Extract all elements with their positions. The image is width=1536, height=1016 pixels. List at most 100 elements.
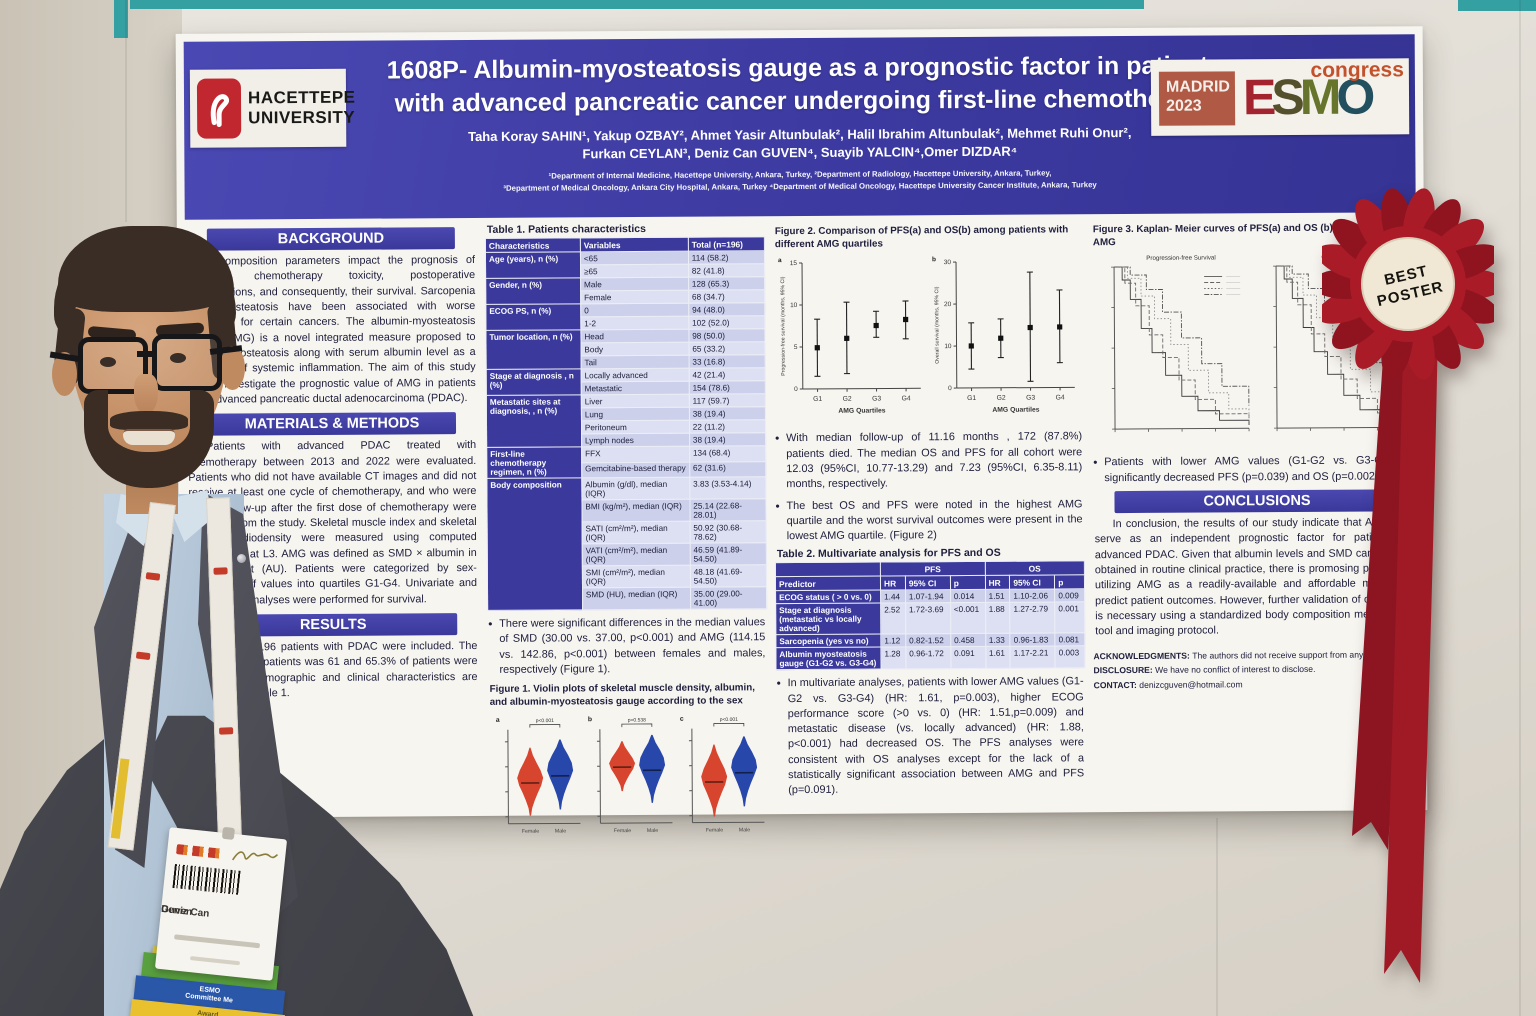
hacettepe-line2: UNIVERSITY	[248, 107, 356, 128]
table1-cell: Gemcitabine-based therapy	[581, 461, 690, 478]
table2-predictor: Sarcopenia (yes vs no)	[775, 634, 881, 648]
table2-predictor: Stage at diagnosis (metastatic vs locall…	[775, 603, 881, 635]
svg-text:b: b	[588, 716, 592, 723]
table1-header: Variables	[580, 237, 689, 252]
table2-subheader: HR	[985, 575, 1010, 590]
glasses-bridge	[137, 351, 157, 357]
table1-cell: SMD (HU), median (IQR)	[582, 587, 691, 610]
svg-text:10: 10	[790, 302, 798, 309]
hacettepe-logo: HACETTEPE UNIVERSITY	[189, 68, 356, 148]
table1-cell: SMI (cm²/m²), median (IQR)	[582, 565, 691, 588]
table1-cell: 65 (33.2)	[688, 341, 766, 356]
table2-predictor: Albumin myosteatosis gauge (G1-G2 vs. G3…	[775, 647, 882, 670]
table1-cell: ≥65	[580, 264, 689, 278]
table2-predictor: ECOG status ( > 0 vs. 0)	[775, 590, 881, 604]
svg-text:5: 5	[794, 344, 798, 351]
table1-cell: Peritoneum	[581, 420, 690, 434]
ack-label: DISCLOSURE:	[1093, 664, 1156, 676]
lanyard-logo-mark	[213, 567, 228, 575]
table2-title: Table 2. Multivariate analysis for PFS a…	[776, 547, 1001, 561]
figure2-panel-a: a 0 5 10 15 G1 G2 G3 G4 Progression-free survival…	[778, 258, 921, 415]
table1-cell: Body	[580, 342, 689, 356]
svg-text:Progression-free survival (mon: Progression-free survival (months, 95% C…	[780, 277, 787, 376]
svg-text:G3: G3	[1026, 395, 1035, 402]
eye-left	[100, 357, 116, 367]
table1-cell: 25.14 (22.68-28.01)	[689, 498, 767, 522]
column-table1-figure1: Table 1. Patients characteristics Charac…	[485, 220, 769, 834]
table1-row: Body composition Albumin (g/dl), median (…	[486, 476, 766, 611]
table1-cell: 0	[580, 303, 689, 317]
esmo-letter: S	[1271, 68, 1300, 126]
esmo-year: 2023	[1166, 97, 1202, 115]
table1-cell: 48.18 (41.69-54.50)	[690, 564, 767, 588]
poster-title: 1608P- Albumin-myosteatosis gauge as a p…	[386, 51, 1223, 117]
figure1-violin-plots: a p<0.001 Female Male b p=0.538 Female Male c p<0…	[488, 710, 769, 842]
esmo-city: MADRID	[1165, 78, 1231, 96]
table1-cell: 102 (52.0)	[688, 315, 765, 330]
svg-text:p<0.001: p<0.001	[536, 718, 554, 724]
table1-group-label: Stage at diagnosis , n (%)	[486, 368, 582, 396]
column-figure2-table2: Figure 2. Comparison of PFS(a) and OS(b)…	[773, 218, 1087, 808]
table2-corner	[775, 562, 881, 577]
table2-subheader: 95% CI	[905, 575, 951, 591]
table1-group-label: Tumor location, n (%)	[485, 329, 582, 370]
eye-right	[170, 353, 186, 363]
figure3-km-panel: Progression-free Survival	[1110, 255, 1249, 433]
svg-text:AMG Quartiles: AMG Quartiles	[838, 408, 885, 415]
table1-cell: 42 (21.4)	[688, 367, 766, 382]
table1-cell: 33 (16.8)	[688, 354, 766, 369]
esmo-madrid-box: MADRID 2023	[1158, 71, 1236, 126]
table1-header: Characteristics	[485, 237, 581, 253]
table1-cell: 154 (78.6)	[689, 380, 766, 395]
poster-header-banner: HACETTEPE UNIVERSITY MADRID 2023 ESMO co…	[183, 34, 1416, 220]
table2-cell: 1.44	[880, 590, 906, 604]
table1-cell: 1-2	[580, 316, 689, 330]
multivariate-analysis-table: PFS OS Predictor HR 95% CI p HR 95% CI p ECOG sta…	[775, 561, 1086, 671]
table1-cell: 114 (58.2)	[688, 250, 765, 265]
table1-cell: 38 (19.4)	[689, 432, 766, 447]
poster-affiliations: ¹Department of Internal Medicine, Hacett…	[184, 166, 1415, 198]
table2-cell: <0.001	[950, 602, 986, 634]
svg-text:AMG Quartiles: AMG Quartiles	[992, 407, 1039, 414]
svg-text:c: c	[680, 715, 684, 722]
table2-cell: 1.88	[985, 602, 1011, 634]
figure2-panel-b: b 0 10 20 30 G1 G2 G3 G4 Overall survival (months…	[932, 257, 1075, 414]
lanyard-logo-mark	[145, 572, 161, 581]
svg-text:Female: Female	[522, 828, 539, 834]
table1-cell: <65	[580, 251, 689, 265]
table1-cell: 35.00 (29.00-41.00)	[690, 586, 767, 610]
table1-cell: 134 (68.4)	[689, 445, 766, 462]
table2-cell: 1.51	[985, 589, 1010, 603]
table2-cell: 1.33	[985, 633, 1011, 647]
svg-text:G2: G2	[997, 395, 1006, 402]
table1-cell: 128 (65.3)	[688, 276, 765, 291]
svg-text:Male: Male	[739, 827, 750, 833]
hair-fringe	[58, 226, 234, 312]
table1-cell: Lung	[581, 407, 690, 421]
hacettepe-line1: HACETTEPE	[247, 88, 356, 108]
hacettepe-emblem-icon	[196, 78, 242, 139]
table1-group-label: First-line chemotherapy regimen, n (%)	[486, 446, 582, 479]
table1-cell: 38 (19.4)	[689, 406, 766, 421]
table1-cell: 22 (11.2)	[689, 419, 766, 434]
table1-cell: Lymph nodes	[581, 433, 690, 447]
svg-text:0: 0	[794, 386, 798, 393]
table2-cell: 1.27-2.79	[1009, 602, 1056, 634]
table1-cell: BMI (kg/m²), median (IQR)	[581, 499, 690, 522]
badge-barcode	[172, 863, 241, 895]
table2-cell: 0.82-1.52	[905, 633, 951, 648]
conference-badge: Deniz Can Guven	[154, 826, 288, 981]
table1-row: First-line chemotherapy regimen, n (%) FF…	[486, 445, 766, 479]
figure2-caption: Figure 2. Comparison of PFS(a) and OS(b)…	[774, 224, 1069, 250]
svg-text:G4: G4	[1056, 395, 1065, 402]
svg-text:a: a	[496, 716, 500, 723]
multivariate-bullet: In multivariate analyses, patients with …	[788, 675, 1085, 799]
table2-row: Albumin myosteatosis gauge (G1-G2 vs. G3…	[775, 646, 1086, 670]
ack-label: ACKNOWLEDGMENTS:	[1093, 650, 1193, 661]
svg-text:10: 10	[944, 344, 952, 351]
svg-text:G1: G1	[813, 396, 822, 403]
table2-subheader: p	[950, 575, 986, 590]
wall-seam-below-poster	[1216, 818, 1218, 1016]
